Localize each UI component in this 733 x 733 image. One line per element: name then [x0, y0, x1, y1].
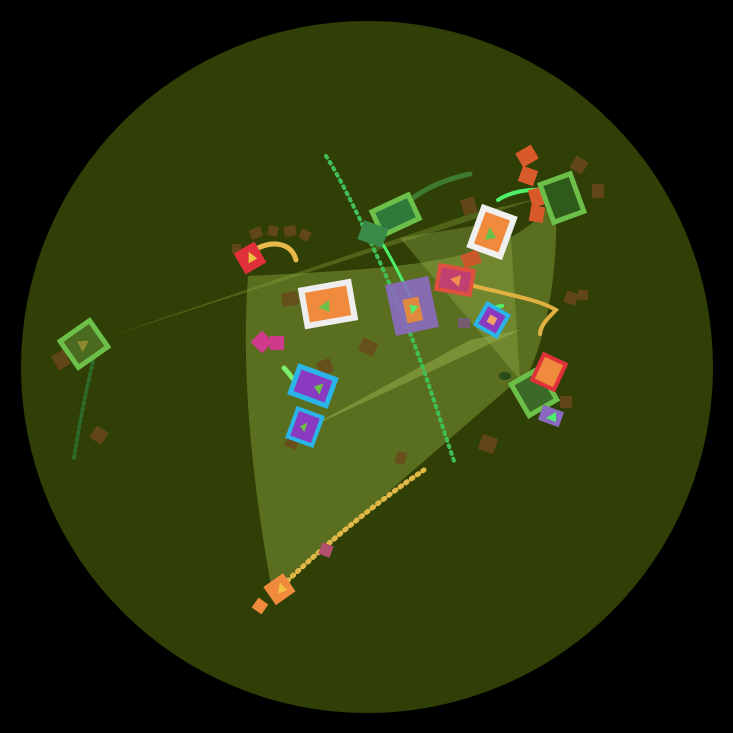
ship-cyan-right: [472, 300, 512, 340]
beam-center-ray: [300, 330, 520, 432]
trail-yellow-left: [255, 241, 299, 263]
debris-15: [394, 450, 408, 466]
debris-16: [89, 425, 109, 445]
ship-top-center: [368, 191, 423, 239]
orange-debris-2: [517, 165, 539, 187]
debris-17: [50, 349, 72, 371]
trail-green-top: [407, 171, 473, 203]
ship-top-center-shadow: [357, 220, 389, 248]
shadow-mark: [499, 372, 511, 380]
debris-8: [592, 184, 604, 198]
debris-19: [560, 396, 572, 408]
orange-fragment: [251, 597, 269, 615]
orange-debris-1: [515, 144, 539, 168]
ship-red-left: [233, 241, 267, 275]
debris-10: [578, 290, 588, 300]
ship-top-right: [536, 170, 588, 226]
ship-red-center: [433, 262, 477, 298]
purple-chunk-arrow: [546, 412, 556, 422]
debris-12: [357, 337, 379, 357]
ship-cyan-small: [285, 405, 325, 449]
magenta-chunk-3: [318, 542, 334, 558]
ship-red-right: [529, 351, 569, 393]
ship-left: [56, 317, 112, 371]
orange-debris-4: [528, 204, 546, 224]
orange-debris-5: [460, 249, 482, 269]
ship-white-center: [297, 278, 359, 330]
debris-9: [563, 290, 579, 306]
debris-20: [458, 318, 470, 328]
beam-left-ray: [104, 198, 540, 338]
debris-6: [460, 196, 478, 216]
debris-1: [248, 226, 264, 240]
debris-7: [569, 155, 589, 175]
debris-5: [232, 244, 241, 253]
trail-yellow-diagonal: [279, 467, 427, 589]
magenta-chunk-2: [270, 336, 284, 350]
ship-orange-bottom: [263, 573, 296, 606]
ship-white-right: [466, 203, 518, 261]
orange-debris: [460, 144, 549, 269]
debris-3: [283, 225, 297, 237]
debris-14: [477, 433, 499, 455]
debris-2: [266, 224, 280, 238]
ship-cyan-purple: [287, 363, 339, 409]
trail-yellow-right: [468, 283, 560, 336]
debris-11: [280, 290, 300, 308]
beam-right-wedge: [400, 220, 520, 380]
debris-4: [298, 228, 312, 242]
ship-purple-center: [385, 275, 439, 337]
